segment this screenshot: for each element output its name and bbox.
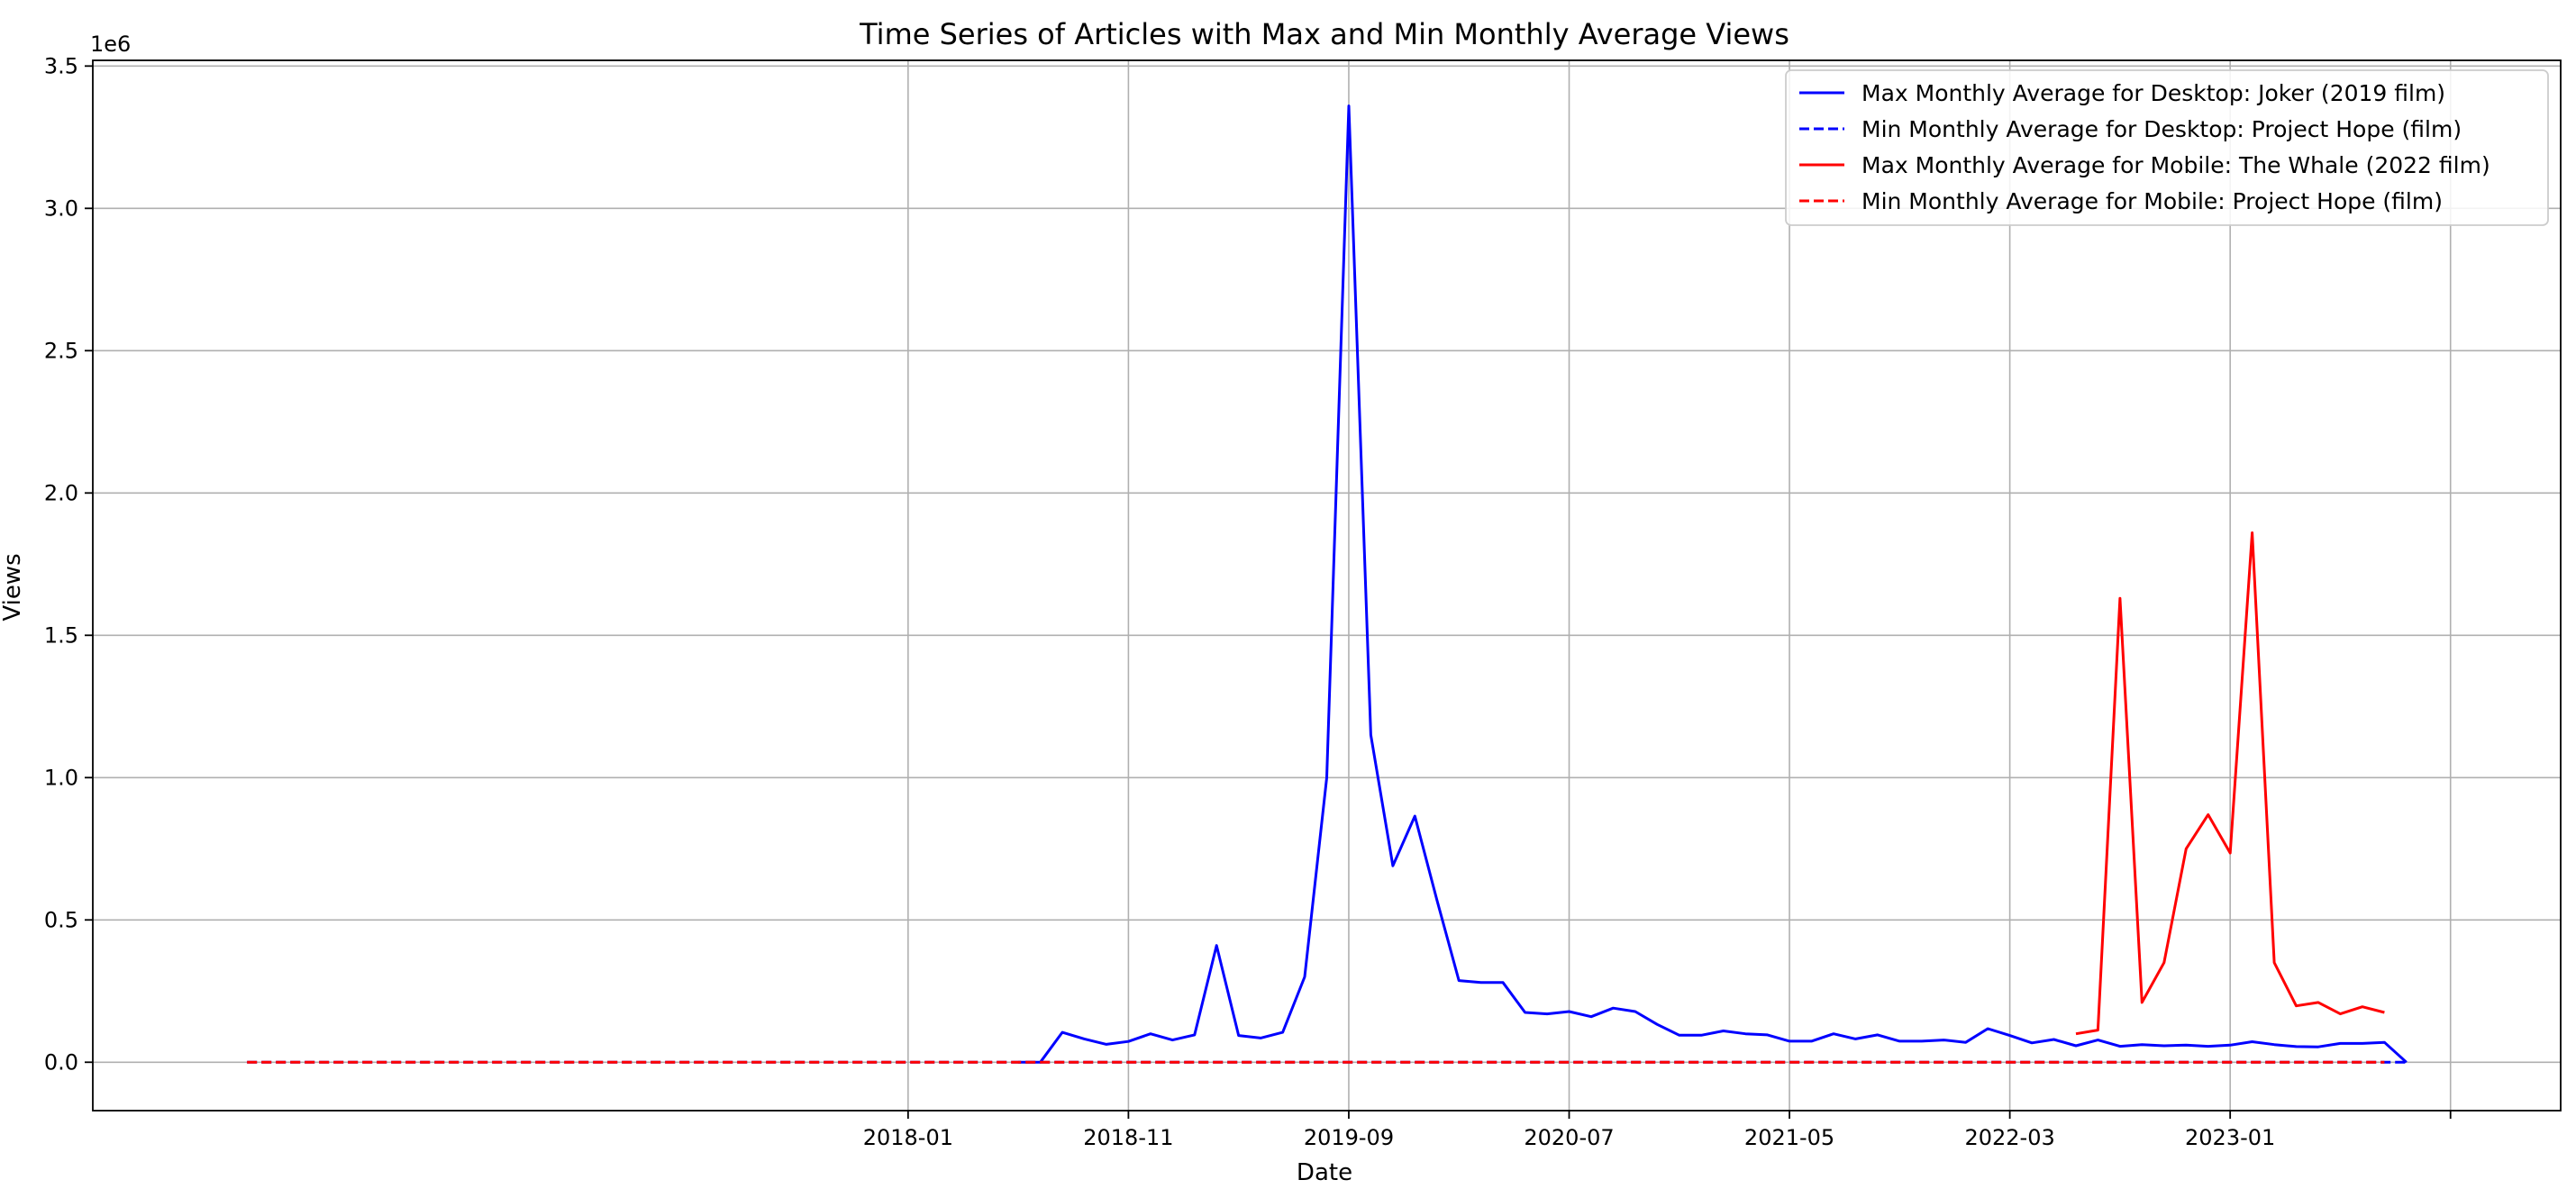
grid-lines xyxy=(93,60,2561,1111)
series-line xyxy=(1018,104,2408,1064)
y-tick-label: 3.5 xyxy=(44,53,78,78)
chart-title: Time Series of Articles with Max and Min… xyxy=(859,17,1789,51)
y-axis-label: Views xyxy=(0,553,26,621)
x-ticks: 2018-01 2018-11 2019-09 2020-07 2021-05 2022-… xyxy=(863,1111,2452,1150)
x-tick-label: 2018-11 xyxy=(1083,1125,1173,1150)
x-axis-label: Date xyxy=(1297,1159,1352,1186)
legend-box xyxy=(1785,69,2549,226)
legend-label: Min Monthly Average for Desktop: Project… xyxy=(1861,116,2462,142)
x-tick-label: 2023-01 xyxy=(2185,1125,2275,1150)
series-line xyxy=(2075,531,2385,1036)
legend-label: Max Monthly Average for Desktop: Joker (… xyxy=(1861,80,2445,106)
y-tick-label: 2.5 xyxy=(44,338,78,363)
legend-label: Min Monthly Average for Mobile: Project … xyxy=(1861,188,2443,214)
y-tick-label: 3.0 xyxy=(44,195,78,221)
x-tick-label: 2018-01 xyxy=(863,1125,953,1150)
legend: Max Monthly Average for Desktop: Joker (… xyxy=(1785,69,2549,226)
x-tick-label: 2020-07 xyxy=(1524,1125,1614,1150)
plot-frame xyxy=(92,59,2562,1112)
series-lines xyxy=(247,104,2408,1064)
y-tick-label: 2.0 xyxy=(44,480,78,505)
x-tick-label: 2021-05 xyxy=(1744,1125,1834,1150)
x-tick-label: 2019-09 xyxy=(1304,1125,1394,1150)
y-tick-label: 0.0 xyxy=(44,1049,78,1075)
x-tick-label: 2022-03 xyxy=(1964,1125,2054,1150)
y-tick-label: 1.5 xyxy=(44,622,78,648)
y-tick-label: 1.0 xyxy=(44,765,78,790)
y-tick-label: 0.5 xyxy=(44,907,78,932)
y-offset-label: 1e6 xyxy=(90,32,131,57)
y-ticks: 0.0 0.5 1.0 1.5 2.0 2.5 3.0 3.5 xyxy=(44,53,93,1075)
legend-label: Max Monthly Average for Mobile: The Whal… xyxy=(1861,152,2490,178)
